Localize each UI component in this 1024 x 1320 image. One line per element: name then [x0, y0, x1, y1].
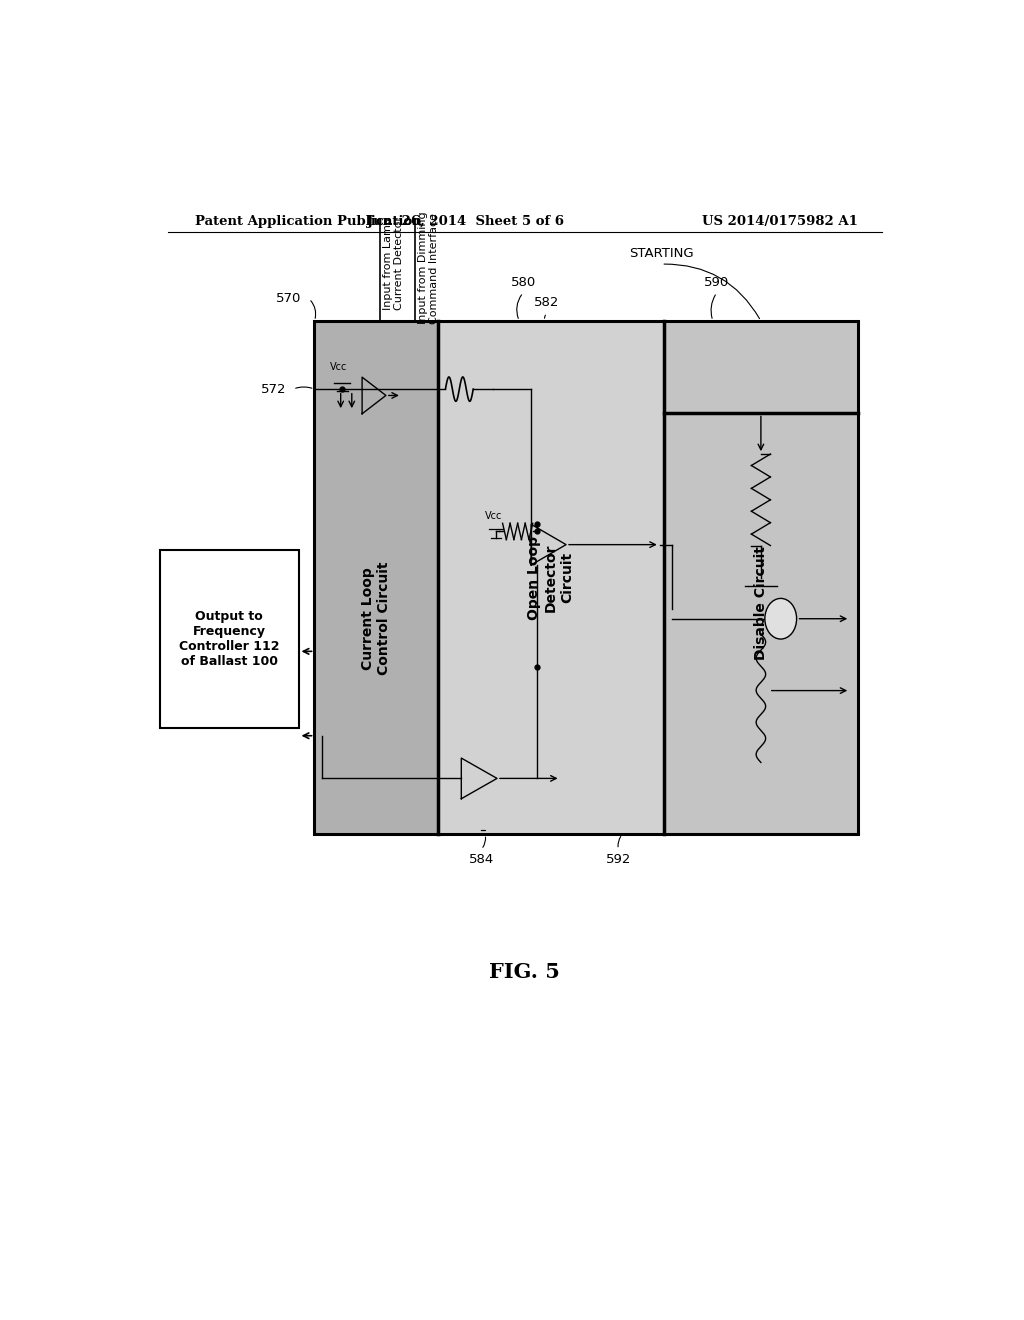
Bar	[664, 321, 858, 834]
Text: Current Loop
Control Circuit: Current Loop Control Circuit	[360, 562, 391, 676]
Text: 592: 592	[606, 853, 631, 866]
Text: Open Loop
Detector
Circuit: Open Loop Detector Circuit	[527, 536, 573, 619]
Text: STARTING: STARTING	[629, 247, 693, 260]
Text: 580: 580	[511, 276, 536, 289]
Text: Patent Application Publication: Patent Application Publication	[196, 215, 422, 228]
Bar	[314, 321, 437, 834]
Text: FIG. 5: FIG. 5	[489, 961, 560, 982]
Text: 572: 572	[261, 383, 287, 396]
Text: Vcc: Vcc	[331, 363, 348, 372]
Text: Input from Dimming
Command Interface: Input from Dimming Command Interface	[418, 211, 439, 323]
Text: 582: 582	[535, 296, 560, 309]
Text: 584: 584	[469, 853, 494, 866]
Text: Input from Lamp
Current Detector: Input from Lamp Current Detector	[383, 215, 404, 310]
Text: 590: 590	[705, 276, 729, 289]
Text: Disable Circuit: Disable Circuit	[754, 546, 768, 660]
Circle shape	[765, 598, 797, 639]
Text: Output to
Frequency
Controller 112
of Ballast 100: Output to Frequency Controller 112 of Ba…	[179, 610, 280, 668]
Bar	[437, 321, 664, 834]
Text: Vcc: Vcc	[485, 511, 503, 521]
Bar	[160, 549, 299, 727]
Bar	[314, 321, 858, 834]
Text: Jun. 26, 2014  Sheet 5 of 6: Jun. 26, 2014 Sheet 5 of 6	[367, 215, 564, 228]
Text: 570: 570	[275, 292, 301, 305]
Text: US 2014/0175982 A1: US 2014/0175982 A1	[702, 215, 858, 228]
